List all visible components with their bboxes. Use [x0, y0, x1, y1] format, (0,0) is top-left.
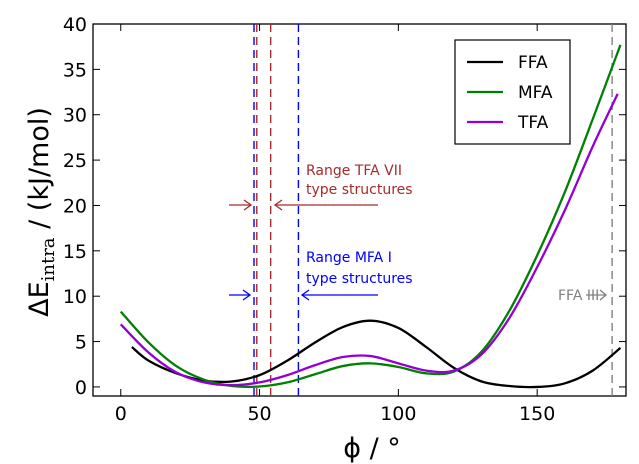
axis-ticks: 0 50 100 150 0 5 10 15 20 25 30 35 40 [63, 14, 626, 425]
annotation-tfa-vii: Range TFA VII type structures [229, 163, 413, 211]
annotation-mfa-i-line2: type structures [306, 271, 413, 287]
y-tick-label-35: 35 [63, 59, 87, 81]
y-tick-label-25: 25 [63, 150, 87, 172]
legend-label-ffa: FFA [518, 53, 548, 73]
legend-label-mfa: MFA [518, 83, 553, 103]
series-line-tfa [119, 93, 619, 387]
annotation-tfa-vii-line1: Range TFA VII [306, 163, 402, 179]
series-line-mfa [119, 44, 622, 389]
y-tick-label-5: 5 [75, 332, 87, 354]
y-tick-label-10: 10 [63, 286, 87, 308]
legend-label-tfa: TFA [517, 113, 549, 133]
annotation-tfa-vii-line2: type structures [306, 182, 413, 198]
arrowhead-right-mfa-i [300, 289, 310, 301]
arrowhead-left-tfa-vii [243, 199, 253, 211]
y-tick-label-20: 20 [63, 195, 87, 217]
x-tick-label-0: 0 [115, 403, 127, 425]
y-tick-label-30: 30 [63, 105, 87, 127]
annotation-ffa-iii: FFA III [558, 288, 608, 304]
plot-frame [92, 23, 627, 397]
x-tick-label-100: 100 [380, 403, 416, 425]
y-axis-label-main: ΔE [24, 281, 55, 317]
y-tick-label-40: 40 [63, 14, 87, 36]
legend: FFA MFA TFA [454, 39, 571, 145]
vertical-reference-lines [253, 24, 613, 396]
annotation-mfa-i-line1: Range MFA I [306, 250, 392, 266]
y-tick-label-15: 15 [63, 241, 87, 263]
x-axis-label: ϕ / ° [343, 433, 401, 464]
series-line-ffa [131, 319, 622, 389]
y-axis-label: ΔEintra / (kJ/mol) [24, 107, 59, 317]
annotation-mfa-i: Range MFA I type structures [229, 250, 413, 301]
annotation-ffa-iii-label: FFA III [558, 288, 599, 304]
y-tick-label-0: 0 [75, 377, 87, 399]
arrowhead-right-tfa-vii [273, 199, 283, 211]
x-tick-label-150: 150 [519, 403, 555, 425]
arrowhead-ffa-iii [599, 289, 608, 301]
y-axis-label-unit: / (kJ/mol) [24, 107, 55, 237]
data-series [119, 44, 622, 389]
x-tick-label-50: 50 [247, 403, 271, 425]
y-axis-label-sub: intra [38, 237, 59, 281]
arrowhead-left-mfa-i [242, 289, 252, 301]
